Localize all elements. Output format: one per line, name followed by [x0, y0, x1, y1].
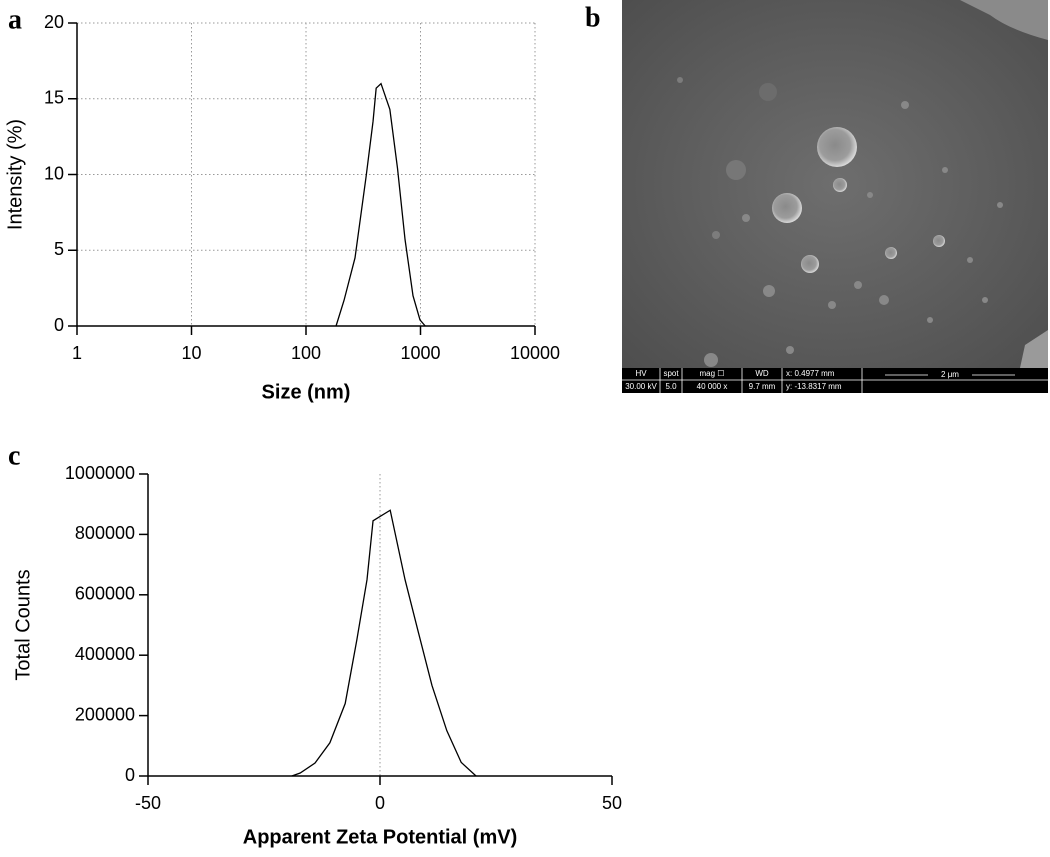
- x-tick-label: 100: [291, 343, 321, 363]
- info-text: spot: [663, 369, 679, 378]
- y-tick-label: 15: [44, 88, 64, 108]
- micrograph: [622, 0, 1048, 393]
- x-tick-label: 0: [375, 793, 385, 813]
- info-text: 9.7 mm: [749, 382, 776, 391]
- y-tick-label: 0: [54, 315, 64, 335]
- x-tick-label: 10000: [510, 343, 560, 363]
- y-tick-label: 0: [125, 765, 135, 785]
- y-tick-label: 5: [54, 239, 64, 259]
- info-text: mag ☐: [700, 369, 725, 378]
- x-axis-title: Apparent Zeta Potential (mV): [243, 826, 517, 848]
- panel-label: a: [8, 4, 22, 35]
- scale-bar-label: 2 μm: [941, 370, 959, 379]
- y-tick-label: 200000: [75, 704, 135, 724]
- data-line: [335, 82, 426, 327]
- x-tick-label: 50: [602, 793, 622, 813]
- particles: [677, 77, 1003, 367]
- x-tick-label: -50: [135, 793, 161, 813]
- y-tick-label: 400000: [75, 644, 135, 664]
- sem-debris: [1020, 330, 1048, 368]
- chart: -50 0 5002000004000006000008000001000000Ap…: [12, 463, 622, 849]
- y-axis-title: Total Counts: [12, 569, 34, 680]
- info-text: HV: [635, 369, 647, 378]
- y-tick-label: 600000: [75, 584, 135, 604]
- info-bar: [622, 368, 1048, 393]
- sem-debris: [960, 0, 1048, 40]
- x-tick-label: 1: [72, 343, 82, 363]
- info-bar-dividers: [622, 368, 1048, 393]
- info-text: 40 000 x: [697, 382, 728, 391]
- info-text: y: -13.8317 mm: [786, 382, 842, 391]
- x-axis-title: Size (nm): [262, 381, 351, 403]
- y-tick-label: 20: [44, 12, 64, 32]
- panel-label: b: [585, 2, 601, 33]
- y-axis-title: Intensity (%): [4, 119, 26, 230]
- y-tick-label: 10: [44, 163, 64, 183]
- x-tick-label: 10: [181, 343, 201, 363]
- x-tick-label: 1000: [400, 343, 440, 363]
- info-text: WD: [755, 369, 769, 378]
- info-text: 30.00 kV: [625, 382, 657, 391]
- chart: 1 10 100 1000 10000 0 5 10 15 20 Size (nm) Intensit…: [4, 12, 560, 404]
- info-text: x: 0.4977 mm: [786, 369, 835, 378]
- panel-label: c: [8, 440, 20, 471]
- y-tick-label: 800000: [75, 523, 135, 543]
- y-tick-label: 1000000: [65, 463, 135, 483]
- data-line: [291, 509, 477, 777]
- info-text: 5.0: [665, 382, 677, 391]
